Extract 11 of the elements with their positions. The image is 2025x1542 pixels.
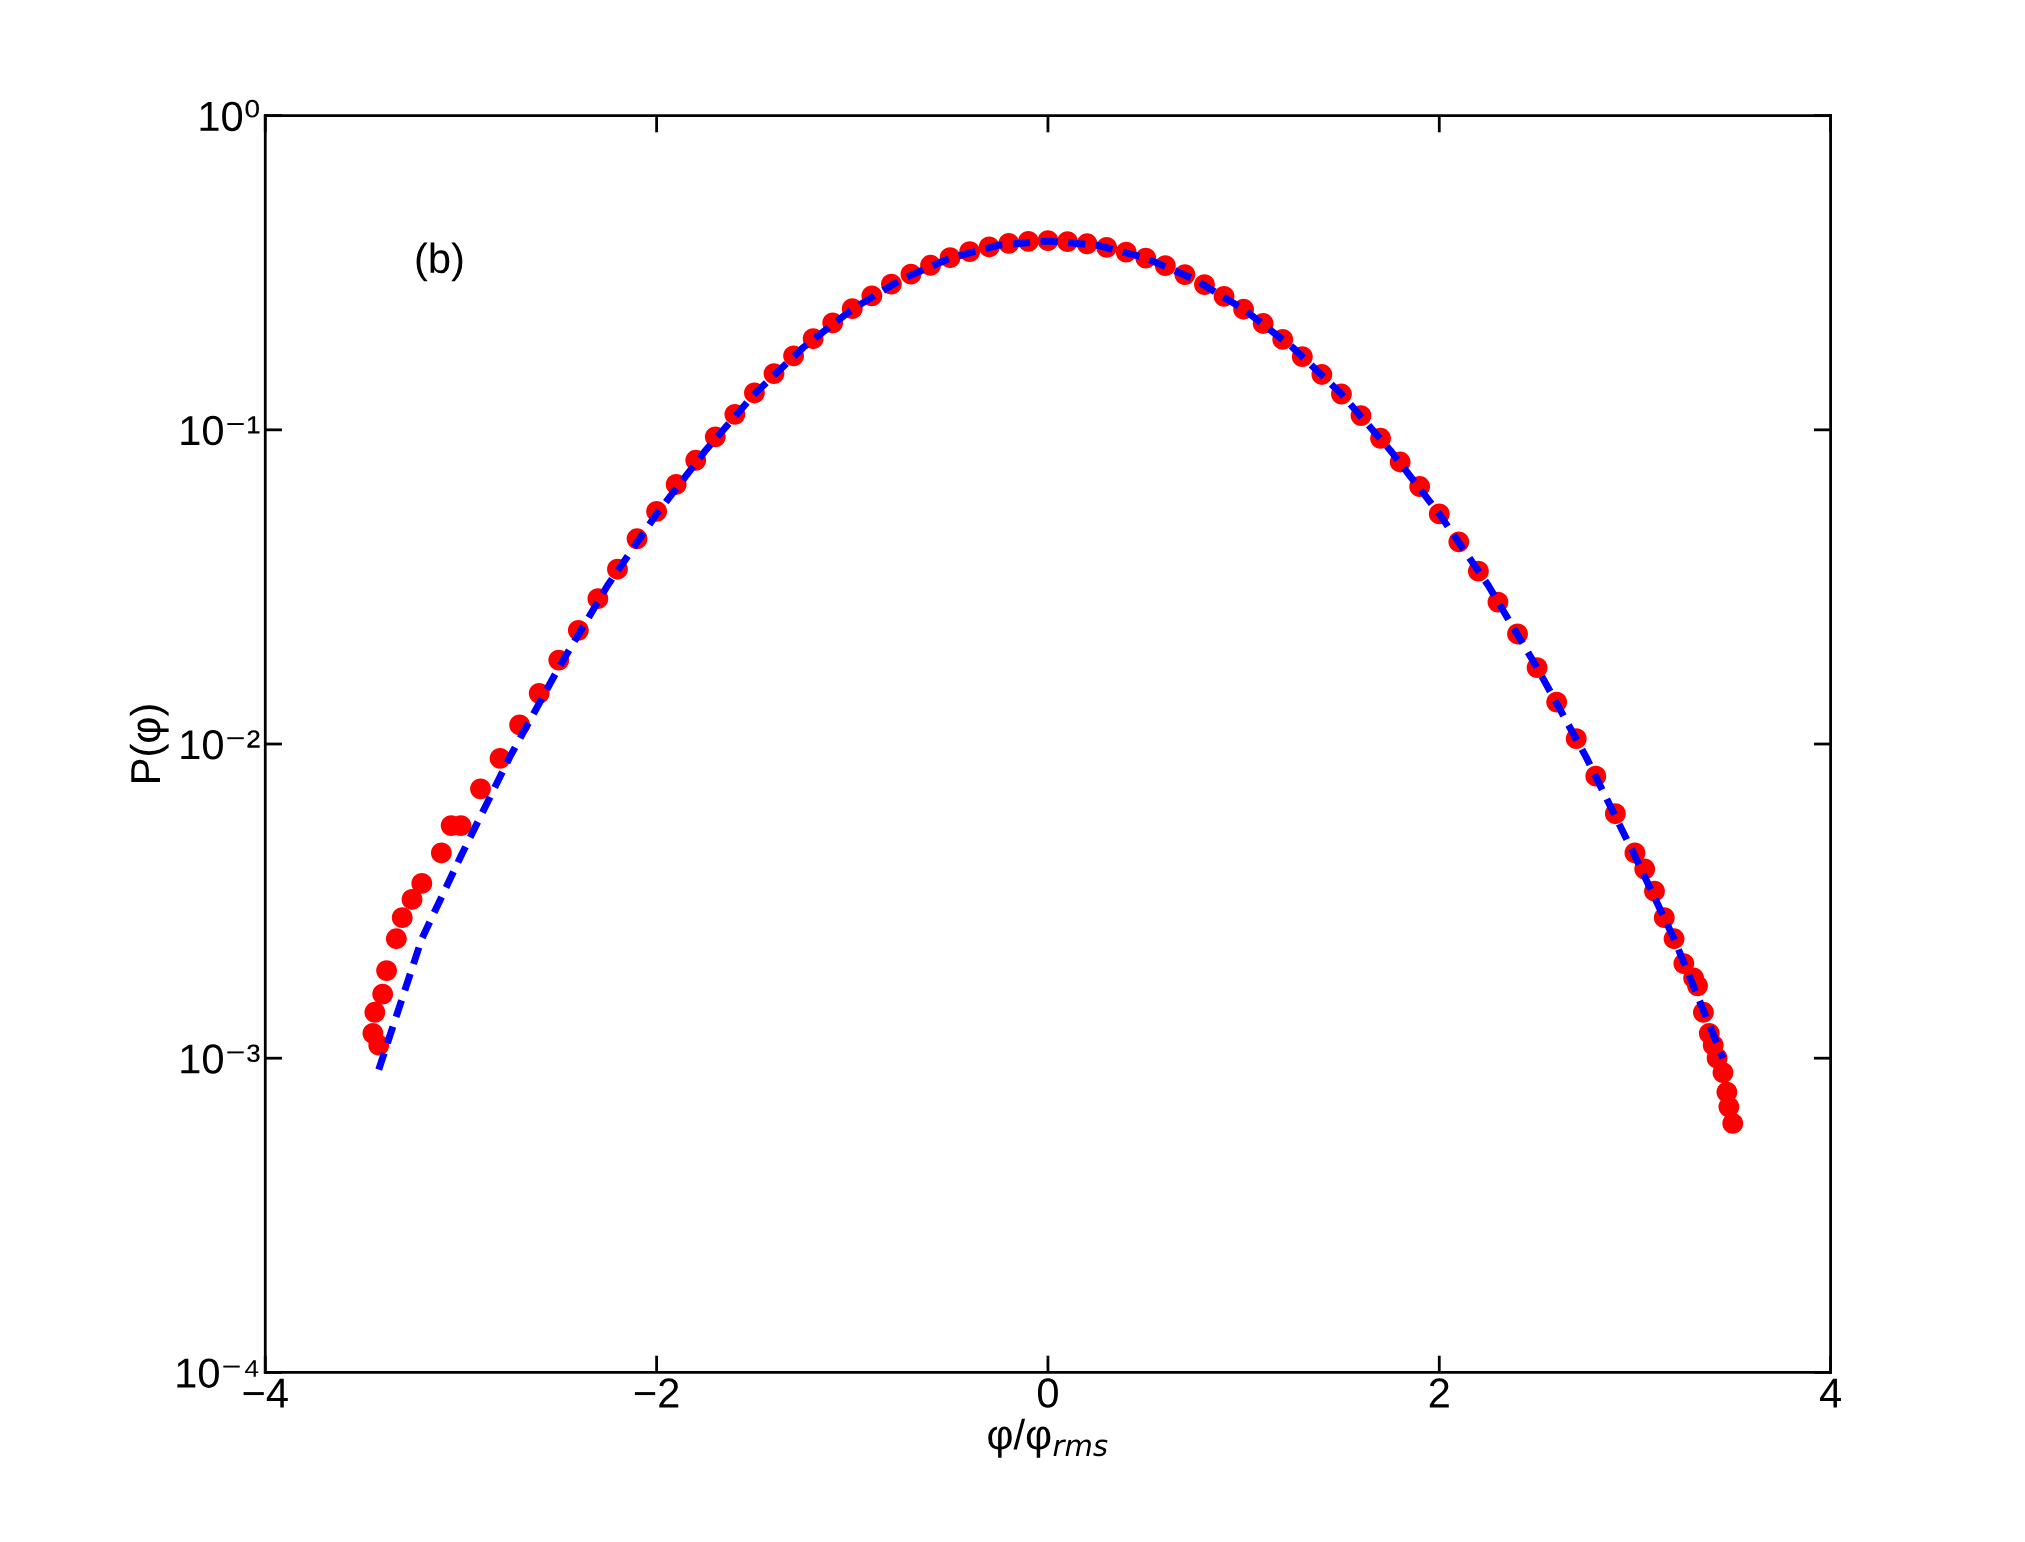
- y-axis-title: P(φ): [129, 705, 169, 782]
- y-tick-label: 10⁰: [200, 99, 259, 132]
- y-tick-label: 10⁻²: [181, 730, 260, 760]
- x-tick-label: 2: [1429, 1378, 1449, 1408]
- x-axis-title: φ/φ$_{rms}$: [988, 1418, 1108, 1458]
- x-tick-label: 4: [1819, 1378, 1841, 1408]
- y-tick-label: 10⁻¹: [181, 415, 260, 446]
- annotation: (b): [416, 242, 463, 282]
- x-tick-label: −2: [634, 1378, 679, 1408]
- x-tick-label: 0: [1037, 1378, 1058, 1408]
- y-tick-label: 10⁻³: [181, 1044, 260, 1074]
